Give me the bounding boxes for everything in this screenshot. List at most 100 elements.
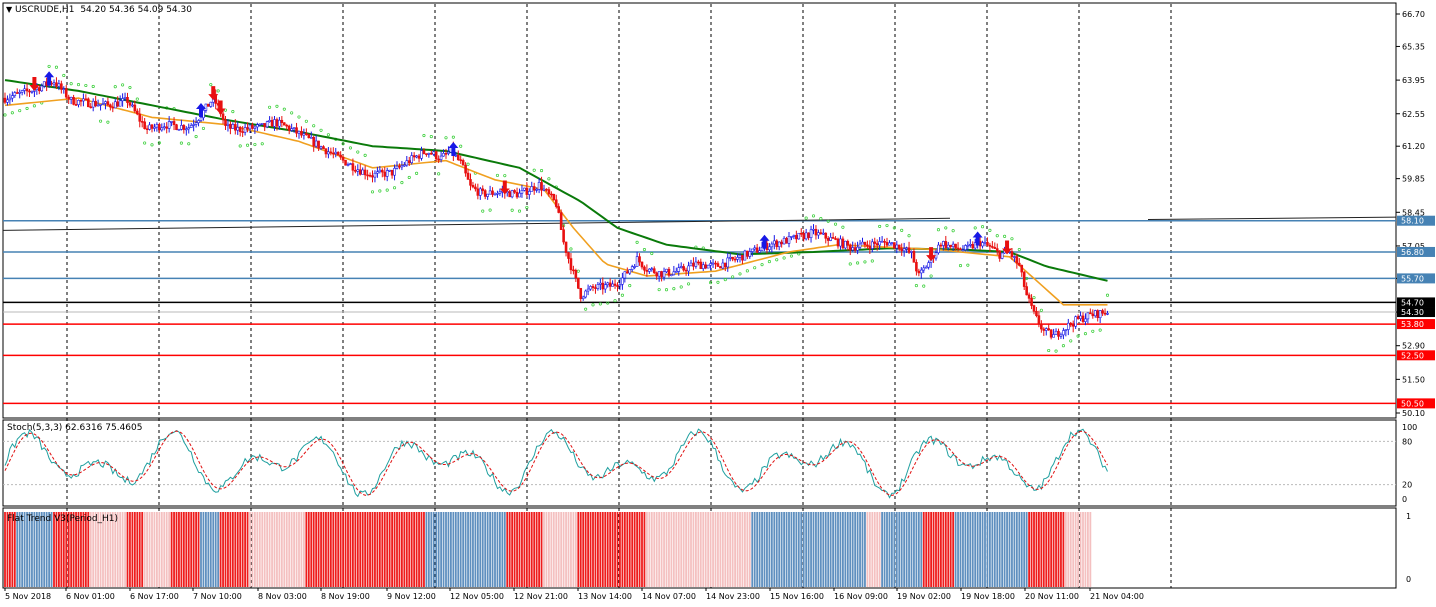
candle-body bbox=[258, 123, 262, 126]
candle-body bbox=[576, 277, 580, 289]
psar-dot bbox=[525, 205, 529, 210]
flat-trend-bar bbox=[423, 512, 425, 587]
flat-trend-bar bbox=[709, 512, 712, 587]
candle-body bbox=[148, 124, 151, 130]
psar-dot bbox=[62, 73, 66, 78]
candle-body bbox=[866, 244, 869, 247]
flat-trend-bar bbox=[655, 512, 658, 587]
flat-trend-bar bbox=[856, 512, 859, 587]
flat-trend-bar bbox=[496, 512, 499, 587]
flat-trend-bar bbox=[574, 512, 577, 587]
psar-dot bbox=[1017, 248, 1021, 252]
flat-trend-bar bbox=[609, 512, 612, 587]
candle-body bbox=[91, 100, 95, 108]
candle-body bbox=[346, 164, 350, 166]
flat-trend-bar bbox=[329, 512, 332, 587]
candle-body bbox=[106, 101, 110, 106]
flat-trend-bar bbox=[797, 512, 800, 587]
flat-trend-bar bbox=[758, 512, 761, 587]
x-tick-label: 14 Nov 23:00 bbox=[706, 592, 760, 601]
flat-trend-bar bbox=[819, 512, 822, 587]
psar-dot bbox=[451, 135, 455, 139]
price-level-label: 52.50 bbox=[1401, 351, 1424, 360]
flat-trend-bar bbox=[513, 512, 516, 587]
flat-trend-bar bbox=[207, 512, 210, 587]
psar-dot bbox=[121, 83, 125, 87]
psar-dot bbox=[32, 104, 36, 108]
flat-trend-bar bbox=[298, 512, 300, 587]
flat-trend-bar bbox=[107, 512, 109, 587]
candle-body bbox=[403, 164, 406, 167]
psar-dot bbox=[444, 136, 448, 140]
candle-body bbox=[238, 127, 242, 132]
candle-body bbox=[37, 87, 41, 92]
candle-body bbox=[204, 103, 208, 111]
candle-body bbox=[471, 185, 475, 188]
candles bbox=[3, 77, 1109, 340]
flat-trend-bar bbox=[472, 512, 474, 587]
candle-body bbox=[268, 120, 271, 123]
psar-dot bbox=[1098, 328, 1102, 332]
flat-trend-bar bbox=[1052, 512, 1055, 587]
candle-body bbox=[922, 267, 926, 271]
candle-body bbox=[138, 113, 142, 122]
candle-body bbox=[1049, 329, 1053, 338]
candle-body bbox=[405, 160, 409, 166]
candle-body bbox=[466, 172, 470, 180]
candle-body bbox=[40, 85, 44, 92]
candle-body bbox=[136, 110, 139, 115]
x-tick-label: 8 Nov 19:00 bbox=[321, 592, 370, 601]
chevron-down-icon[interactable]: ▼ bbox=[6, 5, 13, 14]
flat-trend-bar bbox=[775, 512, 778, 587]
candle-body bbox=[1089, 312, 1092, 315]
flat-trend-bar bbox=[665, 512, 668, 587]
psar-dot bbox=[437, 172, 441, 176]
flat-trend-bar bbox=[43, 512, 46, 587]
candle-body bbox=[104, 101, 107, 104]
flat-trend-bar bbox=[917, 512, 920, 587]
candle-body bbox=[376, 171, 379, 174]
psar-dot bbox=[995, 234, 999, 238]
flat-trend-bar bbox=[378, 512, 381, 587]
flat-trend-bar bbox=[53, 512, 55, 587]
flat-trend-bar bbox=[770, 512, 773, 587]
candle-body bbox=[42, 81, 46, 87]
flat-trend-bar bbox=[486, 512, 489, 587]
flat-trend-bar bbox=[621, 512, 624, 587]
price-level-label: 55.70 bbox=[1401, 274, 1424, 283]
psar-dot bbox=[517, 209, 522, 213]
flat-trend-bar bbox=[832, 512, 834, 587]
candle-body bbox=[77, 100, 80, 105]
candle-body bbox=[797, 232, 801, 240]
y-tick-label: 65.35 bbox=[1402, 42, 1425, 51]
candle-body bbox=[701, 264, 705, 269]
psar-dot bbox=[297, 115, 301, 119]
price-level-label: 58.10 bbox=[1401, 217, 1424, 226]
flat-trend-bar bbox=[459, 512, 462, 587]
flat-trend-bar bbox=[1077, 512, 1079, 587]
candle-body bbox=[861, 241, 864, 245]
flat-trend-bar bbox=[168, 512, 171, 587]
flat-trend-bar bbox=[614, 512, 616, 587]
flat-trend-bar bbox=[469, 512, 472, 587]
candle-body bbox=[572, 269, 575, 272]
candle-body bbox=[434, 151, 438, 160]
candle-body bbox=[851, 247, 855, 251]
candle-body bbox=[682, 266, 685, 271]
candle-body bbox=[398, 165, 401, 168]
flat-trend-bar bbox=[646, 512, 648, 587]
candle-body bbox=[1037, 315, 1041, 325]
candle-body bbox=[694, 261, 698, 267]
flat-trend-bar bbox=[616, 512, 619, 587]
psar-dot bbox=[54, 65, 59, 69]
y-tick-label: 57.05 bbox=[1402, 242, 1425, 251]
flat-trend-bar bbox=[707, 512, 710, 587]
candle-body bbox=[638, 256, 641, 263]
flat-trend-bar bbox=[249, 512, 251, 587]
candle-body bbox=[650, 268, 654, 270]
psar-dot bbox=[348, 146, 353, 150]
candle-body bbox=[954, 243, 957, 249]
candle-body bbox=[670, 274, 673, 277]
flat-trend-bar bbox=[805, 512, 808, 587]
candle-body bbox=[552, 194, 556, 201]
